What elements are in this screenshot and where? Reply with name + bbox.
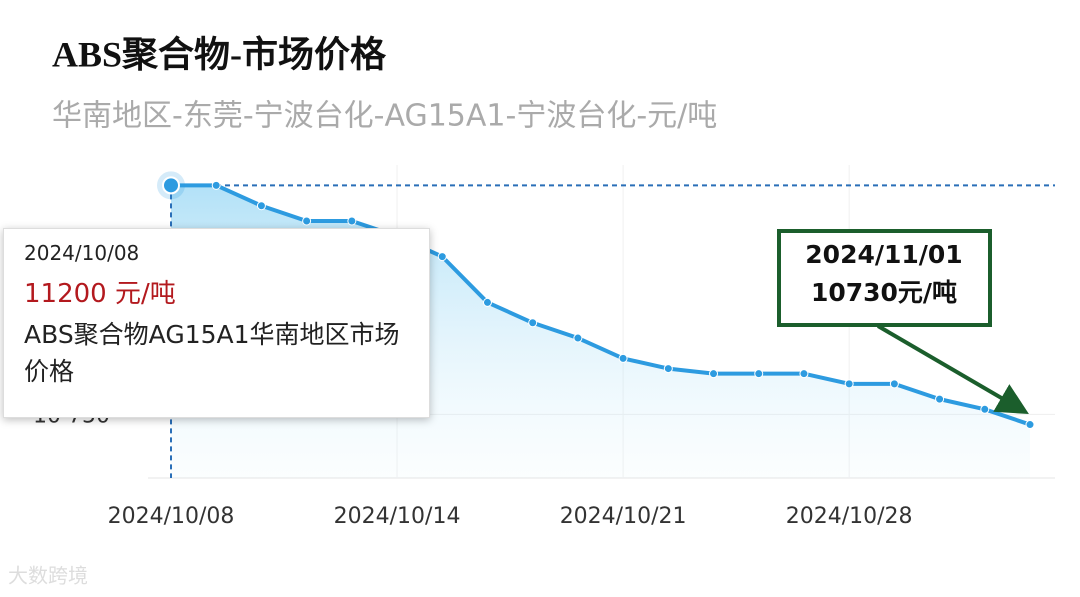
point	[663, 364, 673, 374]
annotation-date: 2024/11/01	[805, 240, 962, 269]
chart-title: ABS聚合物-市场价格	[52, 34, 387, 74]
point	[844, 379, 854, 389]
tooltip: 2024/10/08 11200 元/吨 ABS聚合物AG15A1华南地区市场价…	[3, 228, 430, 418]
point	[302, 216, 312, 226]
annotation-box	[777, 229, 992, 327]
point	[754, 369, 764, 379]
point	[889, 379, 899, 389]
point	[709, 369, 719, 379]
x-tick-label: 2024/10/08	[108, 504, 235, 529]
annotation-label: 10730元/吨	[811, 278, 957, 307]
point	[162, 176, 180, 195]
point	[618, 353, 628, 363]
point	[256, 201, 266, 211]
point	[437, 252, 447, 262]
watermark: 大数跨境	[8, 564, 88, 588]
x-tick-label: 2024/10/21	[560, 504, 687, 529]
point	[1025, 420, 1035, 430]
tooltip-date: 2024/10/08	[24, 241, 140, 265]
point	[347, 216, 357, 226]
line	[171, 183, 1031, 427]
point	[980, 404, 990, 414]
x-tick-label: 2024/10/28	[786, 504, 913, 529]
point	[935, 394, 945, 404]
chart-subtitle: 华南地区-东莞-宁波台化-AG15A1-宁波台化-元/吨	[52, 99, 717, 134]
tooltip-value: 11200 元/吨	[24, 279, 176, 309]
tooltip-series: ABS聚合物AG15A1华南地区市场价格	[24, 320, 400, 386]
point	[528, 318, 538, 328]
point	[799, 369, 809, 379]
point	[211, 180, 221, 190]
point	[482, 297, 492, 307]
x-tick-label: 2024/10/14	[334, 504, 461, 529]
point	[573, 333, 583, 343]
annotation-arrow	[876, 324, 1029, 415]
